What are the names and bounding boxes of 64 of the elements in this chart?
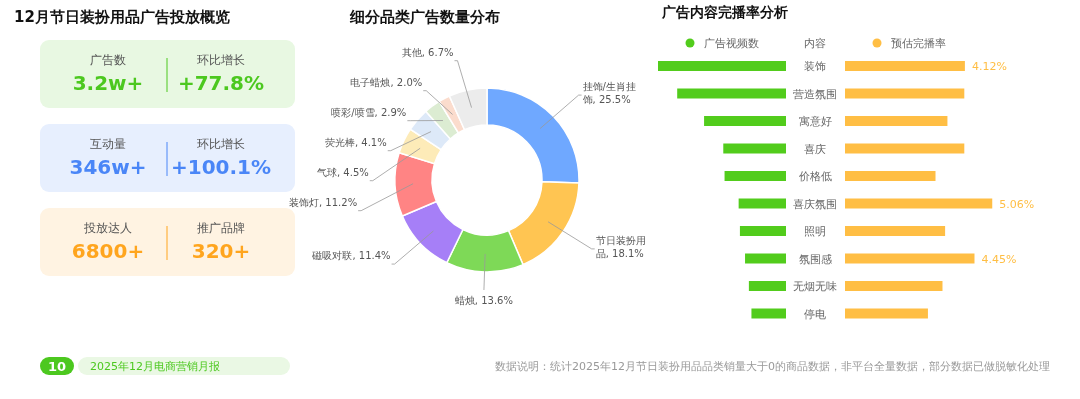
bar xyxy=(739,226,786,236)
chart-title: 广告内容完播率分析 xyxy=(661,4,788,20)
y-tick-label: 无烟无味 xyxy=(793,280,837,293)
y-axis-title: 内容 xyxy=(804,37,826,50)
slice-label: 喷彩/喷雪, 2.9% xyxy=(330,105,407,119)
slice-label: 气球, 4.5% xyxy=(316,165,369,179)
data-label: 5.06% xyxy=(999,197,1035,211)
bar xyxy=(751,308,786,319)
text: 10 xyxy=(47,359,67,374)
bar xyxy=(748,281,786,291)
slice-label: 挂饰/生肖挂饰, 25.5% xyxy=(582,80,637,107)
bar xyxy=(845,226,946,236)
slice-label: 蜡烛, 13.6% xyxy=(453,294,514,307)
text: 3.2w+ xyxy=(72,71,144,95)
y-tick-label: 寓意好 xyxy=(798,115,832,128)
text: +77.8% xyxy=(177,71,265,95)
text: 2025年12月电商营销月报 xyxy=(90,360,220,373)
text: 推广品牌 xyxy=(197,221,245,235)
legend-label: 预估完播率 xyxy=(891,37,946,50)
y-tick-label: 营造氛围 xyxy=(793,87,837,101)
bar xyxy=(845,198,993,209)
y-tick-label: 停电 xyxy=(804,307,826,321)
bar xyxy=(745,253,786,264)
bar xyxy=(723,143,786,154)
bar xyxy=(704,116,786,126)
slice-label: 荧光棒, 4.1% xyxy=(323,135,387,149)
data-label: 4.12% xyxy=(971,60,1007,73)
bar xyxy=(845,88,965,99)
bar xyxy=(845,61,965,71)
slice-label: 其他, 6.7% xyxy=(400,45,454,59)
text: 12月节日装扮用品广告投放概览 xyxy=(14,8,230,26)
bar xyxy=(845,171,936,181)
bar xyxy=(738,198,786,209)
text: +100.1% xyxy=(170,155,272,179)
bar xyxy=(724,171,786,181)
y-tick-label: 照明 xyxy=(804,225,826,238)
bar xyxy=(845,116,948,126)
legend-label: 广告视频数 xyxy=(704,37,759,50)
bar xyxy=(658,61,786,71)
text: 6800+ xyxy=(71,239,145,263)
y-tick-label: 装饰 xyxy=(804,60,826,73)
bar xyxy=(845,281,943,291)
slice-label: 电子蜡烛, 2.0% xyxy=(349,75,423,89)
text: 环比增长 xyxy=(197,137,245,151)
text: 320+ xyxy=(191,239,251,263)
y-tick-label: 价格低 xyxy=(797,170,832,183)
slice-label: 节日装扮用品, 18.1% xyxy=(595,233,647,260)
bar xyxy=(845,308,928,319)
chart-title: 细分品类广告数量分布 xyxy=(349,8,500,26)
text: 投放达人 xyxy=(83,221,132,235)
y-tick-label: 氛围感 xyxy=(798,252,832,266)
text: 广告数 xyxy=(90,53,126,67)
bar xyxy=(845,143,965,154)
slice-label: 磁吸对联, 11.4% xyxy=(311,249,391,263)
y-tick-label: 喜庆氛围 xyxy=(793,197,837,211)
text: 互动量 xyxy=(90,137,126,151)
text: 数据说明：统计2025年12月节日装扮用品品类销量大于0的商品数据，非平台全量数据，部分数据已做脱敏化处理 xyxy=(495,360,1050,373)
y-tick-label: 喜庆 xyxy=(804,142,826,156)
slice-label: 装饰灯, 11.2% xyxy=(288,195,358,209)
bar xyxy=(677,88,786,99)
text: 346w+ xyxy=(69,155,147,179)
text: 环比增长 xyxy=(197,53,245,67)
data-label: 4.45% xyxy=(981,252,1017,266)
bar xyxy=(845,253,975,264)
